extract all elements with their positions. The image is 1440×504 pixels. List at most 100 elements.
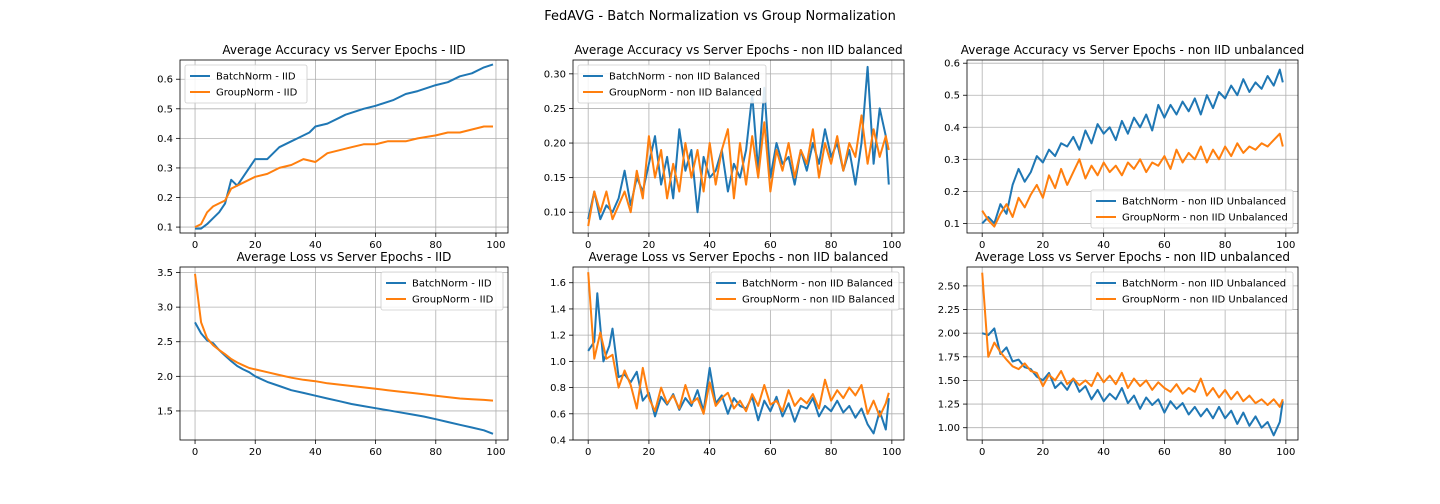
y-tick-label: 0.5 <box>944 91 960 102</box>
legend-box <box>710 271 900 311</box>
y-tick-label: 0.4 <box>157 134 173 145</box>
legend-label: GroupNorm - non IID Unbalanced <box>1122 213 1288 224</box>
x-tick-label: 100 <box>486 240 505 251</box>
x-tick-label: 0 <box>979 240 985 251</box>
axes-frame <box>572 266 905 441</box>
series-line <box>194 273 494 402</box>
x-tick-label: 40 <box>703 447 716 458</box>
legend-label: BatchNorm - IID <box>216 72 296 83</box>
subplot-4: Average Loss vs Server Epochs - IID 0 20 40… <box>157 250 509 458</box>
subplot-title: Average Accuracy vs Server Epochs - IID <box>222 43 465 57</box>
y-tick-label: 1.2 <box>550 331 566 342</box>
subplot-5: Average Loss vs Server Epochs - non IID … <box>550 250 905 458</box>
x-tick-label: 100 <box>882 240 901 251</box>
x-tick-label: 0 <box>585 240 591 251</box>
y-tick-label: 0.20 <box>544 139 566 150</box>
y-tick-label: 1.0 <box>550 357 566 368</box>
legend-box <box>1090 189 1294 229</box>
x-tick-label: 60 <box>369 447 382 458</box>
subplot-title: Average Loss vs Server Epochs - IID <box>237 250 452 264</box>
legend-label: BatchNorm - non IID Balanced <box>742 279 893 290</box>
subplot-title: Average Accuracy vs Server Epochs - non … <box>574 43 902 57</box>
x-tick-label: 80 <box>1219 240 1232 251</box>
y-tick-label: 2.00 <box>938 329 960 340</box>
y-tick-label: 1.5 <box>157 406 173 417</box>
series-line <box>587 272 890 418</box>
legend: BatchNorm - non IID Balanced GroupNorm - … <box>577 64 767 104</box>
y-tick-label: 0.6 <box>157 75 173 86</box>
x-tick-label: 100 <box>486 447 505 458</box>
y-tick-label: 0.30 <box>544 69 566 80</box>
legend-label: GroupNorm - non IID Balanced <box>742 295 895 306</box>
axes-frame <box>966 266 1299 441</box>
y-tick-label: 0.5 <box>157 104 173 115</box>
x-tick-label: 0 <box>585 447 591 458</box>
legend-box <box>184 64 308 104</box>
subplot-1: Average Accuracy vs Server Epochs - IID 0… <box>157 43 509 251</box>
y-tick-label: 1.6 <box>550 278 566 289</box>
series-line <box>587 292 890 435</box>
x-tick-label: 100 <box>1276 447 1295 458</box>
y-tick-label: 2.0 <box>157 372 173 383</box>
y-tick-label: 0.10 <box>544 208 566 219</box>
y-tick-label: 2.25 <box>938 305 960 316</box>
x-tick-label: 60 <box>369 240 382 251</box>
subplot-6: Average Loss vs Server Epochs - non IID … <box>938 250 1299 458</box>
x-tick-label: 40 <box>1097 240 1110 251</box>
legend-label: BatchNorm - non IID Unbalanced <box>1122 197 1286 208</box>
subplot-title: Average Loss vs Server Epochs - non IID … <box>975 250 1290 264</box>
series-line <box>194 125 493 228</box>
x-tick-label: 80 <box>825 447 838 458</box>
legend-label: BatchNorm - IID <box>412 279 492 290</box>
legend-label: GroupNorm - non IID Balanced <box>609 88 762 99</box>
y-tick-label: 0.3 <box>944 155 960 166</box>
x-tick-label: 100 <box>882 447 901 458</box>
x-tick-label: 80 <box>429 240 442 251</box>
x-tick-label: 60 <box>764 240 777 251</box>
y-tick-label: 3.5 <box>157 268 173 279</box>
x-tick-label: 20 <box>1037 447 1050 458</box>
legend: BatchNorm - non IID Unbalanced GroupNorm … <box>1090 271 1294 311</box>
legend-label: GroupNorm - IID <box>216 88 298 99</box>
y-tick-label: 1.00 <box>938 423 960 434</box>
axes-frame <box>572 59 905 234</box>
x-tick-label: 0 <box>192 240 198 251</box>
x-tick-label: 20 <box>249 240 262 251</box>
y-tick-label: 0.6 <box>550 409 566 420</box>
series-line <box>981 132 1284 228</box>
legend-box <box>1090 271 1294 311</box>
series-line <box>587 114 890 227</box>
legend-label: GroupNorm - non IID Unbalanced <box>1122 295 1288 306</box>
x-tick-label: 20 <box>643 447 656 458</box>
legend-box <box>577 64 767 104</box>
y-tick-label: 0.1 <box>157 223 173 234</box>
x-tick-label: 0 <box>979 447 985 458</box>
y-tick-label: 0.2 <box>157 193 173 204</box>
axes-frame <box>179 59 509 234</box>
x-tick-label: 80 <box>1219 447 1232 458</box>
x-tick-label: 40 <box>1097 447 1110 458</box>
legend: BatchNorm - non IID Balanced GroupNorm - … <box>710 271 900 311</box>
legend-label: GroupNorm - IID <box>412 295 494 306</box>
y-tick-label: 2.5 <box>157 337 173 348</box>
series-line <box>195 63 494 230</box>
x-tick-label: 100 <box>1276 240 1295 251</box>
x-tick-label: 80 <box>825 240 838 251</box>
x-tick-label: 60 <box>1158 240 1171 251</box>
y-tick-label: 2.50 <box>938 281 960 292</box>
legend-label: BatchNorm - non IID Balanced <box>609 72 760 83</box>
x-tick-label: 80 <box>429 447 442 458</box>
y-tick-label: 0.6 <box>944 59 960 70</box>
legend-box <box>380 271 504 311</box>
x-tick-label: 60 <box>1158 447 1171 458</box>
axes-frame <box>179 266 509 441</box>
x-tick-label: 40 <box>703 240 716 251</box>
x-tick-label: 40 <box>309 240 322 251</box>
x-tick-label: 20 <box>643 240 656 251</box>
y-tick-label: 0.2 <box>944 187 960 198</box>
subplot-2: Average Accuracy vs Server Epochs - non … <box>544 43 905 251</box>
subplot-title: Average Loss vs Server Epochs - non IID … <box>589 250 889 264</box>
x-tick-label: 0 <box>192 447 198 458</box>
x-tick-label: 60 <box>764 447 777 458</box>
